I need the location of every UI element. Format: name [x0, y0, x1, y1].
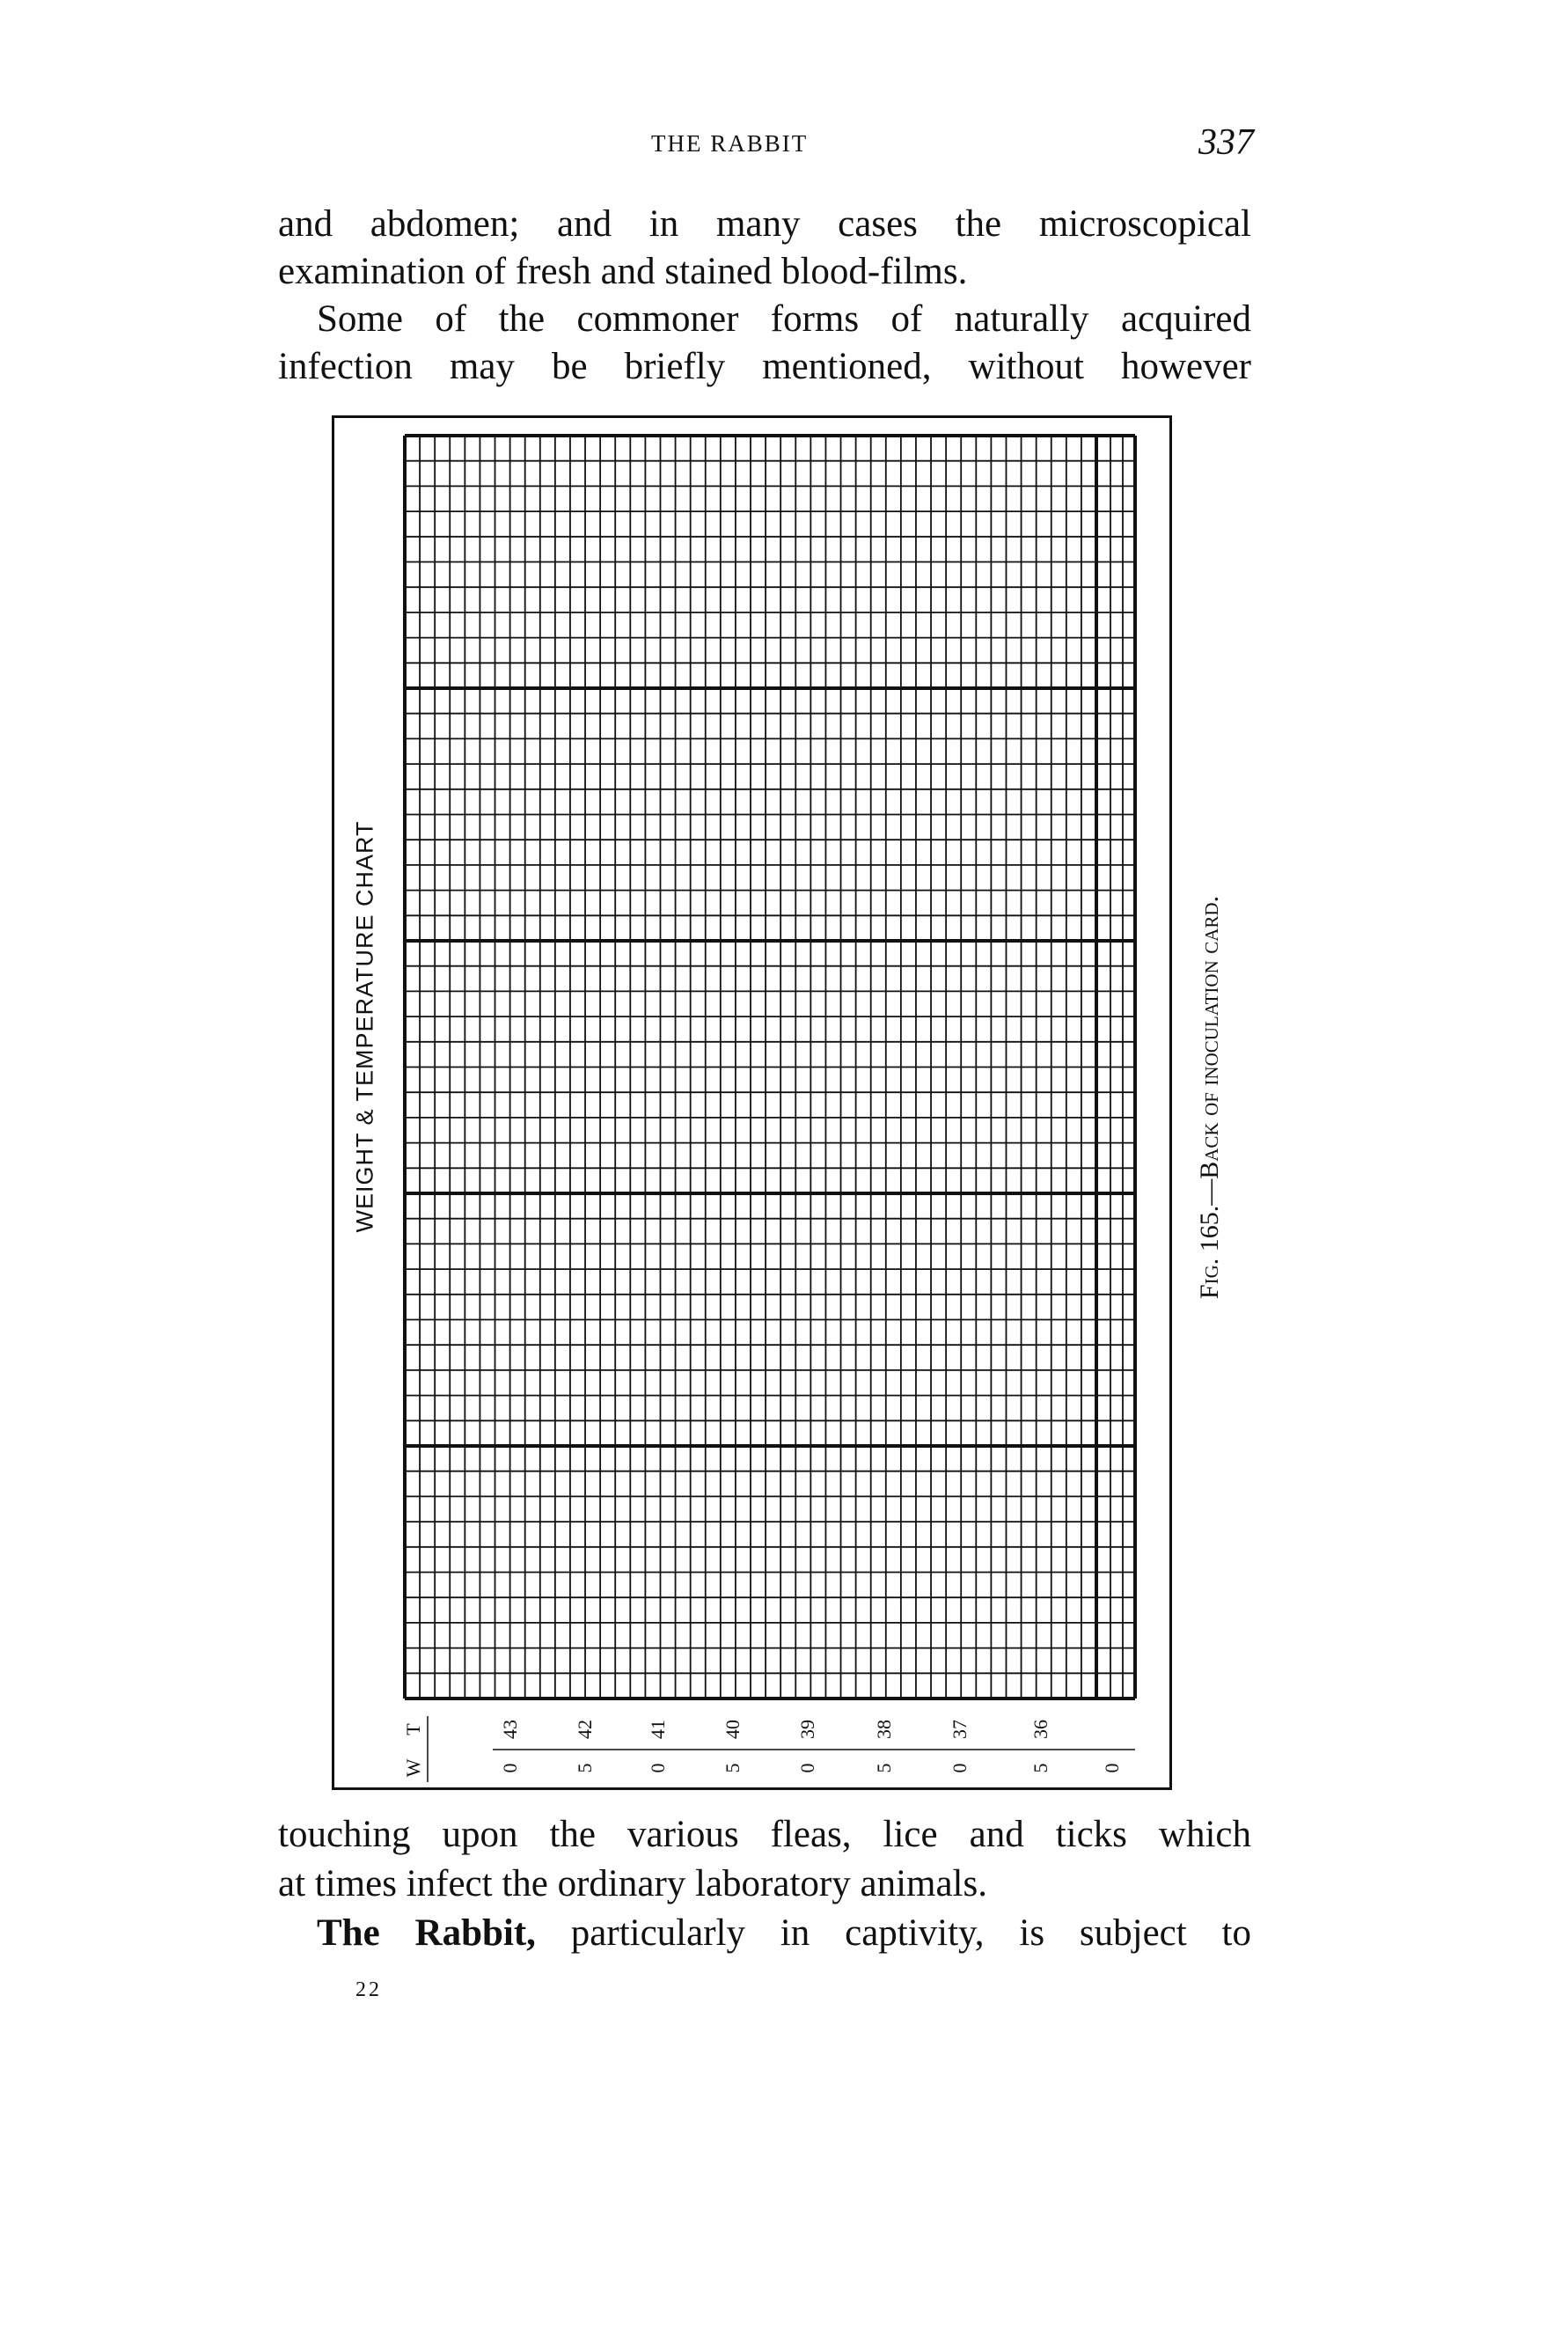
- body-line: and abdomen; and in many cases the micro…: [278, 203, 1251, 245]
- weight-tick-label: 0: [949, 1763, 971, 1773]
- temperature-tick-label: 36: [1029, 1720, 1051, 1739]
- page-number: 337: [1198, 122, 1254, 163]
- signature-mark: 22: [355, 1978, 382, 2001]
- body-line: infection may be briefly mentioned, with…: [278, 346, 1251, 387]
- weight-tick-label: 5: [574, 1763, 596, 1773]
- weight-row-label: W: [402, 1758, 424, 1778]
- temperature-tick-label: 43: [499, 1720, 521, 1739]
- temperature-tick-label: 39: [796, 1720, 818, 1739]
- figure-caption: Fig. 165.—Back of inoculation card.: [1195, 895, 1224, 1300]
- weight-tick-label: 0: [796, 1763, 818, 1773]
- inoculation-card: [332, 415, 1172, 1790]
- weight-tick-label: 5: [722, 1763, 744, 1773]
- bold-lead: The Rabbit,: [317, 1912, 536, 1954]
- temperature-tick-label: 40: [722, 1720, 744, 1739]
- weight-tick-label: 0: [647, 1763, 669, 1773]
- temperature-tick-label: 37: [949, 1720, 971, 1739]
- weight-tick-label: 0: [1101, 1763, 1123, 1773]
- temperature-tick-label: 42: [574, 1720, 596, 1739]
- weight-tick-label: 5: [1029, 1763, 1051, 1773]
- body-line: The Rabbit, particularly in captivity, i…: [278, 1910, 1251, 1957]
- weight-tick-label: 5: [873, 1763, 895, 1773]
- card-title: WEIGHT & TEMPERATURE CHART: [351, 820, 378, 1233]
- running-title: THE RABBIT: [651, 130, 809, 157]
- temperature-row-label: T: [402, 1723, 424, 1735]
- temperature-tick-label: 38: [873, 1720, 895, 1739]
- temperature-tick-label: 41: [647, 1720, 669, 1739]
- body-line: at times infect the ordinary laboratory …: [278, 1863, 987, 1904]
- body-line: touching upon the various fleas, lice an…: [278, 1814, 1251, 1855]
- line-rest: particularly in captivity, is subject to: [535, 1912, 1251, 1954]
- weight-tick-label: 0: [499, 1763, 521, 1773]
- body-line: examination of fresh and stained blood-f…: [278, 251, 968, 292]
- body-line: Some of the commoner forms of naturally …: [317, 298, 1251, 340]
